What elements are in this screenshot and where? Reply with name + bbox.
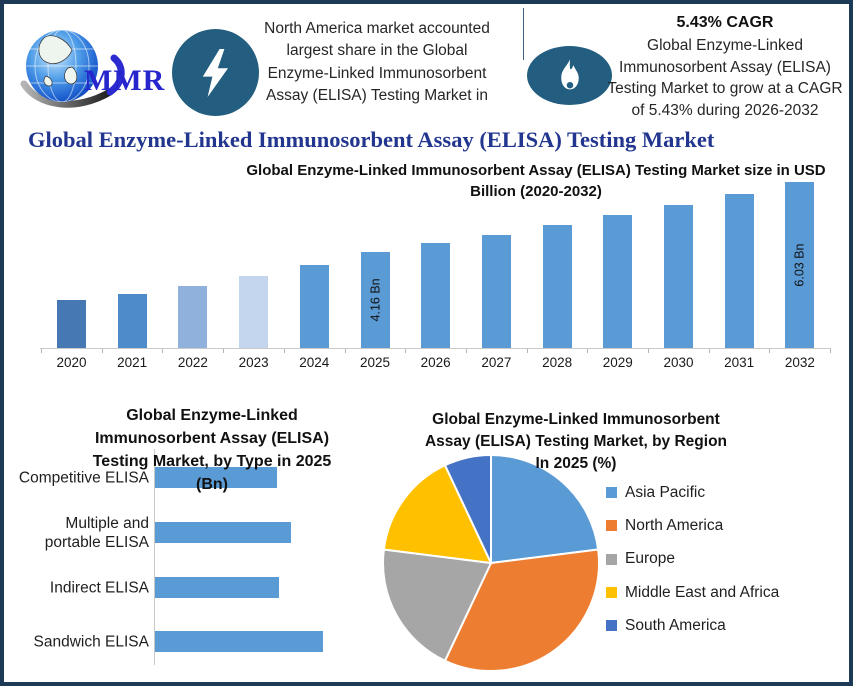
flame-icon bbox=[560, 58, 579, 89]
x-tick-label: 2022 bbox=[177, 355, 208, 370]
axis-tick bbox=[223, 349, 225, 353]
section-divider bbox=[523, 8, 524, 60]
lightning-badge bbox=[172, 29, 259, 116]
bar-sandwich-elisa bbox=[155, 631, 323, 652]
x-axis-line bbox=[40, 348, 831, 349]
x-tick-label: 2021 bbox=[117, 355, 148, 370]
legend-label: Europe bbox=[625, 550, 675, 568]
bar-competitive-elisa bbox=[155, 467, 277, 488]
flame-badge bbox=[527, 46, 612, 105]
bar-2025 bbox=[360, 251, 390, 348]
legend-label: Asia Pacific bbox=[625, 483, 706, 501]
pie bbox=[382, 453, 600, 672]
axis-tick bbox=[101, 349, 103, 353]
bar-2022 bbox=[178, 286, 208, 348]
legend-swatch bbox=[606, 587, 617, 599]
axis-tick bbox=[162, 349, 164, 353]
category-label: Sandwich ELISA bbox=[33, 633, 149, 650]
pie-slice-europe bbox=[382, 548, 493, 663]
bar-2029 bbox=[603, 215, 633, 348]
legend-swatch bbox=[606, 620, 617, 632]
bar-2030 bbox=[664, 204, 693, 348]
x-tick-label: 2028 bbox=[542, 355, 573, 370]
type-bar-chart: Competitive ELISA Multiple and portable E… bbox=[12, 397, 362, 682]
cagr-heading: 5.43% CAGR bbox=[676, 14, 774, 31]
bar-2031 bbox=[724, 193, 754, 348]
legend-swatch bbox=[606, 487, 617, 499]
category-label: Indirect ELISA bbox=[49, 579, 149, 596]
mmr-logo: MMR bbox=[16, 24, 176, 114]
pie-slice-middle-east-and-africa bbox=[382, 463, 493, 565]
page-title: Global Enzyme-Linked Immunosorbent Assay… bbox=[28, 127, 715, 152]
cagr-block: 5.43% CAGR Global Enzyme-Linked Immunoso… bbox=[600, 14, 849, 121]
globe-icon bbox=[20, 30, 125, 108]
bar-data-label: 4.16 Bn bbox=[368, 278, 382, 322]
axis-tick bbox=[648, 349, 649, 353]
legend-swatch bbox=[606, 553, 617, 565]
category-label: Competitive ELISA bbox=[18, 469, 149, 486]
bar-2026 bbox=[421, 243, 451, 348]
x-tick-label: 2024 bbox=[299, 355, 330, 370]
legend-item: Middle East and Africa bbox=[606, 576, 779, 609]
axis-tick bbox=[283, 349, 285, 353]
chart-title: Global Enzyme-Linked Immunosorbent Assay… bbox=[92, 407, 332, 493]
axis-tick bbox=[344, 349, 346, 353]
chart-title: Global Enzyme-Linked Immunosorbent Assay… bbox=[246, 162, 826, 200]
lightning-icon bbox=[202, 48, 228, 97]
axis-tick bbox=[465, 349, 467, 353]
axis-tick bbox=[41, 349, 42, 353]
axis-tick bbox=[830, 349, 832, 353]
bar-data-label: 6.03 Bn bbox=[792, 243, 807, 287]
y-axis-line bbox=[154, 449, 155, 665]
axis-tick bbox=[708, 349, 710, 353]
bar-2020 bbox=[57, 299, 86, 348]
headline-text: North America market accounted largest s… bbox=[264, 20, 490, 105]
legend-label: North America bbox=[625, 516, 724, 534]
market-size-bar-chart: Global Enzyme-Linked Immunosorbent Assay… bbox=[40, 157, 835, 385]
legend-label: South America bbox=[625, 616, 726, 634]
x-tick-label: 2027 bbox=[481, 355, 512, 370]
category-label: Multiple and portable ELISA bbox=[44, 514, 149, 551]
x-tick-label: 2020 bbox=[56, 355, 87, 370]
x-tick-label: 2032 bbox=[784, 355, 815, 370]
bar-2028 bbox=[542, 224, 572, 348]
x-tick-label: 2031 bbox=[724, 355, 755, 370]
pie-legend: Asia Pacific North America Europe Middle Ea… bbox=[606, 476, 779, 642]
x-tick-label: 2029 bbox=[602, 355, 633, 370]
logo-text: MMR bbox=[84, 64, 166, 97]
legend-item: North America bbox=[606, 509, 779, 542]
legend-item: South America bbox=[606, 609, 779, 642]
region-pie-chart: Global Enzyme-Linked Immunosorbent Assay… bbox=[379, 402, 849, 682]
bar-multiple-and-portable-elisa bbox=[155, 522, 292, 543]
bar-2024 bbox=[299, 264, 329, 348]
chart-title: Global Enzyme-Linked Immunosorbent Assay… bbox=[424, 411, 728, 472]
pie-slice-asia-pacific bbox=[490, 453, 600, 565]
x-tick-label: 2030 bbox=[663, 355, 694, 370]
x-tick-label: 2025 bbox=[359, 355, 391, 370]
legend-item: Europe bbox=[606, 543, 779, 576]
bar-2027 bbox=[481, 234, 511, 348]
legend-label: Middle East and Africa bbox=[625, 583, 780, 601]
bar-indirect-elisa bbox=[155, 577, 280, 598]
bar-2023 bbox=[239, 275, 269, 348]
bar-2021 bbox=[117, 293, 147, 348]
pie-slice-south-america bbox=[443, 453, 492, 564]
axis-tick bbox=[587, 349, 589, 353]
axis-tick bbox=[769, 349, 771, 353]
axis-tick bbox=[526, 349, 528, 353]
cagr-text: Global Enzyme-Linked Immunosorbent Assay… bbox=[607, 37, 843, 119]
x-tick-label: 2026 bbox=[420, 355, 451, 370]
legend-item: Asia Pacific bbox=[606, 476, 779, 509]
x-tick-label: 2023 bbox=[238, 355, 269, 370]
axis-tick bbox=[405, 349, 407, 353]
legend-swatch bbox=[606, 520, 617, 532]
bar-2032 bbox=[785, 182, 815, 348]
